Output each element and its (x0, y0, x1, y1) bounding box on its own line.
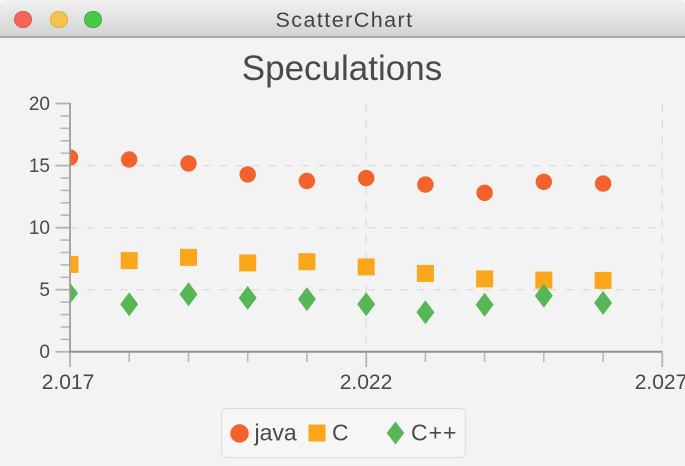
svg-text:15: 15 (29, 156, 50, 177)
svg-text:2.022: 2.022 (340, 371, 393, 394)
svg-text:20: 20 (29, 94, 50, 115)
svg-text:2.027: 2.027 (635, 371, 685, 394)
svg-text:C: C (332, 420, 349, 446)
svg-text:10: 10 (29, 218, 50, 239)
svg-text:Speculations: Speculations (242, 49, 442, 88)
svg-text:java: java (254, 420, 297, 446)
svg-text:5: 5 (39, 280, 50, 301)
svg-text:2.017: 2.017 (42, 371, 95, 394)
svg-text:C++: C++ (411, 420, 457, 446)
svg-text:0: 0 (39, 342, 50, 363)
